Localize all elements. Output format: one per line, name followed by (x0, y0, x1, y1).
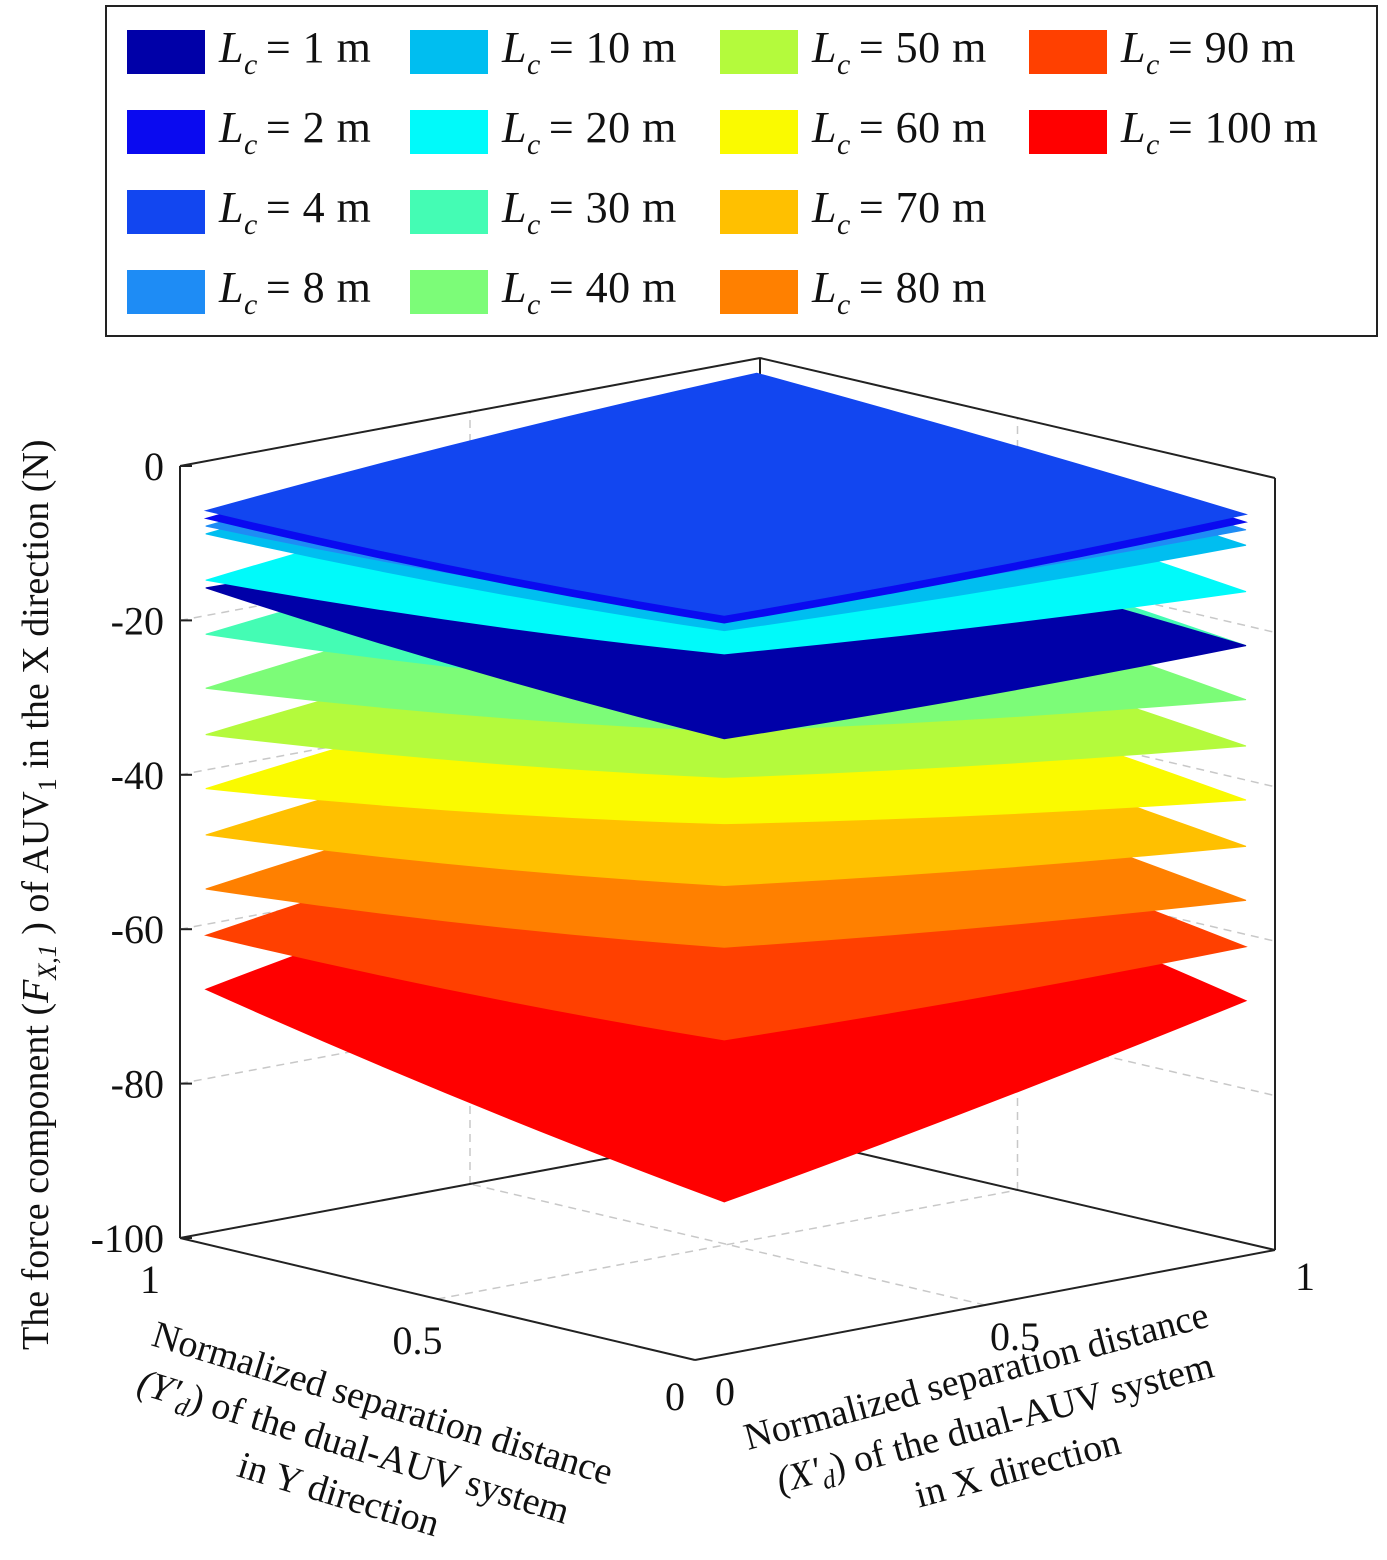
legend-entry: Lc = 2 m (127, 102, 371, 162)
legend-entry: Lc = 8 m (127, 262, 371, 322)
legend: Lc = 1 m Lc = 2 m Lc = 4 m Lc = 8 m Lc = 10 m Lc = … (105, 5, 1378, 337)
legend-label: Lc = 80 m (812, 263, 987, 321)
legend-swatch (127, 190, 205, 234)
legend-label: Lc = 1 m (219, 23, 372, 81)
legend-swatch (127, 30, 205, 74)
legend-label: Lc = 60 m (812, 103, 987, 161)
legend-swatch (410, 110, 488, 154)
x-axis-line (694, 1249, 1276, 1361)
x-tick-label: 0 (715, 1369, 735, 1414)
legend-label: Lc = 8 m (219, 263, 372, 321)
grid-line (437, 1189, 1018, 1300)
legend-label: Lc = 40 m (502, 263, 677, 321)
legend-swatch (720, 270, 798, 314)
legend-entry: Lc = 1 m (127, 22, 371, 82)
y-tick-label: 0 (665, 1374, 685, 1419)
legend-swatch (720, 110, 798, 154)
legend-entry: Lc = 30 m (410, 182, 677, 242)
y-axis-line (179, 1237, 696, 1361)
legend-entry: Lc = 4 m (127, 182, 371, 242)
legend-label: Lc = 70 m (812, 183, 987, 241)
legend-label: Lc = 2 m (219, 103, 372, 161)
top-right-edge (759, 357, 1276, 479)
legend-label: Lc = 10 m (502, 23, 677, 81)
x-tick-label: 1 (1295, 1254, 1315, 1299)
legend-entry: Lc = 100 m (1029, 102, 1318, 162)
y-axis-title: Normalized separation distance (Y'd) of … (133, 1313, 618, 1545)
legend-swatch (1029, 110, 1107, 154)
legend-label: Lc = 30 m (502, 183, 677, 241)
legend-swatch (720, 190, 798, 234)
legend-swatch (1029, 30, 1107, 74)
legend-swatch (127, 270, 205, 314)
legend-swatch (720, 30, 798, 74)
legend-swatch (127, 110, 205, 154)
legend-entry: Lc = 60 m (720, 102, 987, 162)
legend-label: Lc = 20 m (502, 103, 677, 161)
x-tick-label: 0.5 (990, 1314, 1040, 1359)
z-tick-label: -20 (111, 598, 164, 643)
z-tick-label: 0 (144, 444, 164, 489)
legend-label: Lc = 100 m (1121, 103, 1319, 161)
legend-label: Lc = 4 m (219, 183, 372, 241)
legend-label: Lc = 90 m (1121, 23, 1296, 81)
surfaces-layer (203, 372, 1248, 1203)
legend-swatch (410, 190, 488, 234)
legend-entry: Lc = 40 m (410, 262, 677, 322)
z-tick-label: -40 (111, 753, 164, 798)
legend-swatch (410, 30, 488, 74)
z-tick-label: -60 (111, 907, 164, 952)
z-tick-label: -100 (91, 1216, 164, 1261)
z-tick-label: -80 (111, 1062, 164, 1107)
legend-entry: Lc = 10 m (410, 22, 677, 82)
surface (203, 372, 1248, 616)
top-left-edge (179, 357, 761, 467)
legend-entry: Lc = 80 m (720, 262, 987, 322)
legend-entry: Lc = 90 m (1029, 22, 1296, 82)
y-tick-label: 1 (140, 1257, 160, 1302)
legend-label: Lc = 50 m (812, 23, 987, 81)
grid-line (469, 1183, 986, 1306)
z-axis-title: The force component (FX,1 ) of AUV1 in t… (15, 439, 62, 1350)
legend-entry: Lc = 20 m (410, 102, 677, 162)
legend-swatch (410, 270, 488, 314)
legend-entry: Lc = 50 m (720, 22, 987, 82)
legend-entry: Lc = 70 m (720, 182, 987, 242)
y-tick-label: 0.5 (393, 1318, 443, 1363)
